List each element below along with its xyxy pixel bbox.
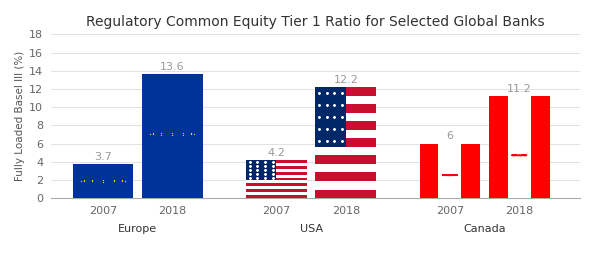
Bar	[315, 104, 376, 113]
Bar	[246, 189, 307, 192]
Bar	[315, 138, 376, 147]
Bar	[315, 172, 376, 181]
Bar	[315, 87, 346, 147]
Text: 12.2: 12.2	[333, 75, 358, 85]
Bar	[246, 163, 307, 166]
Bar	[246, 195, 307, 198]
Bar	[489, 96, 550, 198]
Bar	[315, 147, 376, 155]
Text: Europe: Europe	[118, 224, 157, 234]
Bar	[315, 121, 376, 130]
Bar	[246, 166, 307, 169]
Text: 11.2: 11.2	[507, 84, 532, 94]
Bar	[419, 144, 480, 198]
Bar	[315, 96, 376, 104]
Text: 3.7: 3.7	[94, 152, 112, 162]
Bar	[142, 74, 203, 198]
Text: Canada: Canada	[464, 224, 506, 234]
Bar	[246, 175, 307, 178]
Bar	[73, 165, 133, 198]
Bar	[246, 178, 307, 180]
Bar	[246, 169, 307, 172]
Title: Regulatory Common Equity Tier 1 Ratio for Selected Global Banks: Regulatory Common Equity Tier 1 Ratio fo…	[86, 15, 545, 29]
Bar	[315, 87, 376, 96]
Text: USA: USA	[299, 224, 322, 234]
Bar	[315, 130, 376, 138]
Bar	[315, 113, 376, 121]
Text: 4.2: 4.2	[268, 148, 286, 157]
Bar	[246, 180, 307, 183]
Text: 6: 6	[446, 131, 453, 141]
Bar	[439, 144, 462, 198]
Bar	[315, 155, 376, 164]
Bar	[246, 186, 307, 189]
Bar	[246, 160, 277, 180]
Text: 13.6: 13.6	[160, 62, 184, 72]
Bar	[246, 183, 307, 186]
Bar	[315, 181, 376, 190]
Bar	[508, 96, 531, 198]
Y-axis label: Fully Loaded Basel III (%): Fully Loaded Basel III (%)	[15, 51, 25, 181]
Bar	[315, 164, 376, 172]
Polygon shape	[512, 155, 527, 156]
Bar	[246, 172, 307, 175]
Bar	[246, 192, 307, 195]
Bar	[315, 190, 376, 198]
Bar	[246, 160, 307, 163]
